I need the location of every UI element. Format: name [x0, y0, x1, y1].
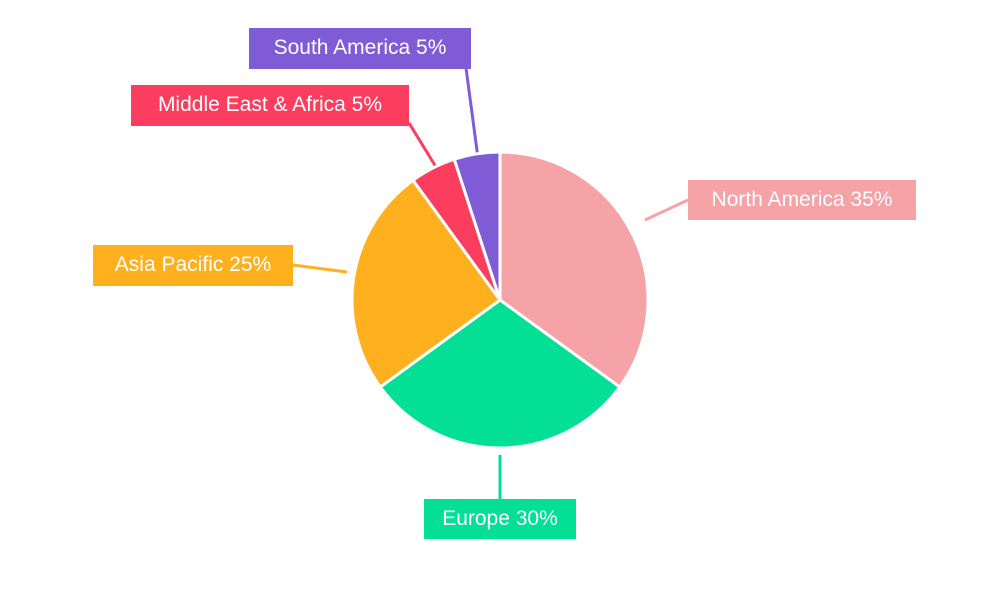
- pie-slice-group: [350, 150, 650, 450]
- pie-slice-europe[interactable]: [378, 298, 622, 450]
- leader-line-north-america: [644, 198, 689, 222]
- pie-label-north-america[interactable]: North America 35%: [688, 180, 916, 220]
- leader-line-asia-pacific: [292, 263, 348, 274]
- pie-slice-north-america[interactable]: [498, 150, 650, 389]
- pie-label-asia-pacific[interactable]: Asia Pacific 25%: [93, 245, 293, 286]
- pie-label-europe[interactable]: Europe 30%: [424, 499, 576, 539]
- pie-label-middle-east-africa[interactable]: Middle East & Africa 5%: [131, 85, 409, 126]
- pie-slice-south-america[interactable]: [452, 150, 502, 302]
- pie-label-south-america[interactable]: South America 5%: [249, 28, 471, 69]
- pie-slice-asia-pacific[interactable]: [350, 178, 502, 389]
- leader-line-south-america: [464, 67, 480, 159]
